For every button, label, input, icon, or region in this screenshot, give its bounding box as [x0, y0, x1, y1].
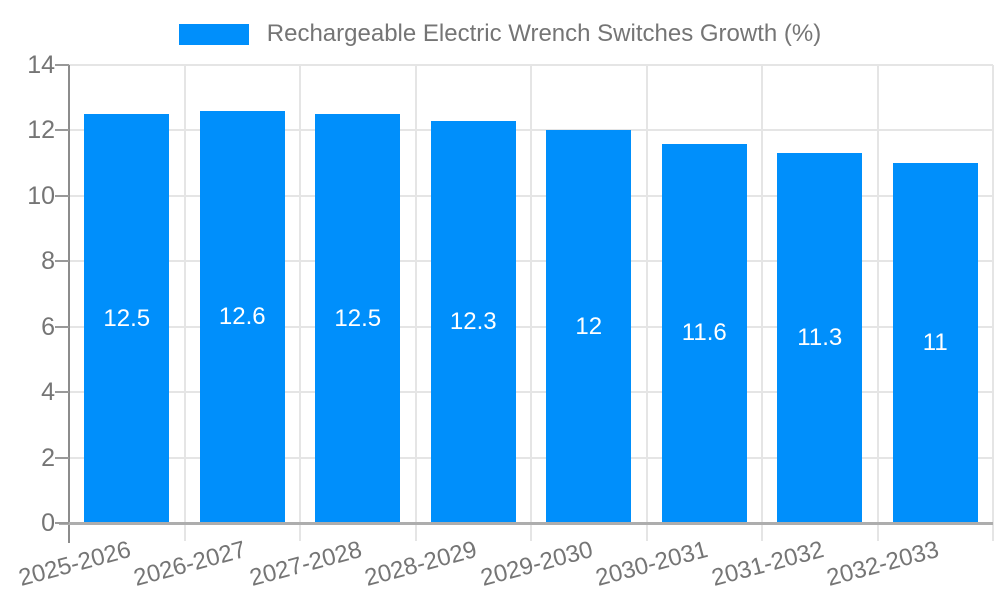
- y-axis-label: 2: [41, 443, 55, 472]
- y-axis-tick: [55, 522, 69, 524]
- legend-item[interactable]: Rechargeable Electric Wrench Switches Gr…: [178, 20, 822, 48]
- legend-label: Rechargeable Electric Wrench Switches Gr…: [266, 20, 822, 47]
- x-axis-line: [59, 521, 993, 525]
- y-axis-label: 14: [27, 51, 55, 79]
- y-axis-label: 0: [41, 509, 55, 537]
- bar-value-label: 11.6: [681, 319, 727, 347]
- y-axis-tick: [55, 260, 69, 263]
- y-axis-tick: [55, 456, 69, 459]
- x-gridline: [299, 65, 301, 541]
- bar[interactable]: [546, 130, 632, 523]
- bar[interactable]: [777, 153, 863, 523]
- bar-value-label: 12: [575, 312, 603, 340]
- x-gridline: [183, 65, 186, 541]
- bar[interactable]: [84, 114, 170, 523]
- bar[interactable]: [199, 110, 285, 523]
- y-axis-tick: [55, 194, 69, 197]
- y-axis-label: 6: [41, 312, 55, 341]
- bar-value-label: 11.3: [797, 324, 843, 352]
- y-axis-line: [68, 65, 70, 543]
- bar[interactable]: [892, 163, 978, 523]
- y-axis-tick: [55, 391, 69, 394]
- y-axis-tick: [55, 325, 69, 328]
- x-gridline: [761, 65, 763, 541]
- legend: Rechargeable Electric Wrench Switches Gr…: [0, 20, 1000, 48]
- y-axis-tick: [55, 64, 69, 66]
- x-gridline: [992, 65, 994, 541]
- legend-swatch-icon: [178, 23, 249, 45]
- x-gridline: [876, 65, 879, 541]
- bar[interactable]: [661, 143, 747, 523]
- x-gridline: [414, 65, 417, 541]
- bar-value-label: 12.5: [334, 304, 382, 332]
- y-axis-label: 12: [27, 116, 55, 145]
- bar[interactable]: [315, 114, 401, 523]
- bar-value-label: 12.3: [449, 307, 497, 335]
- y-axis-label: 4: [41, 378, 55, 407]
- y-axis-tick: [55, 129, 69, 132]
- x-gridline: [530, 65, 532, 541]
- x-gridline: [645, 65, 648, 541]
- y-axis-label: 8: [41, 247, 55, 276]
- bar[interactable]: [430, 120, 516, 523]
- y-axis-label: 10: [27, 181, 55, 210]
- bar-value-label: 12.6: [218, 302, 266, 330]
- bar-value-label: 11: [922, 329, 948, 357]
- bar-value-label: 12.5: [103, 304, 151, 332]
